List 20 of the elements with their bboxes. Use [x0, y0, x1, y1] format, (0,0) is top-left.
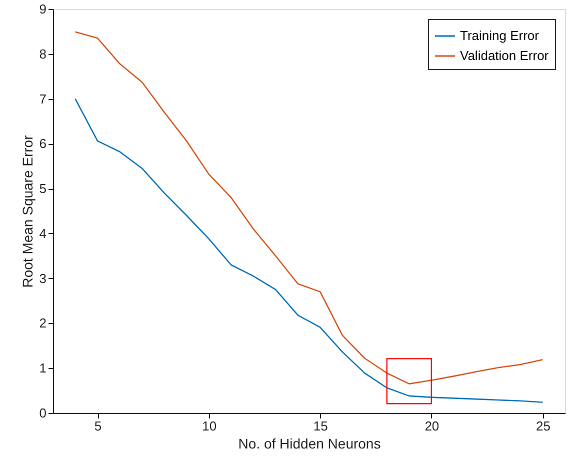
legend-label: Training Error — [460, 28, 540, 43]
y-tick-label: 1 — [39, 360, 46, 376]
line-series — [74, 98, 544, 403]
y-tick-label: 0 — [39, 406, 46, 420]
x-tick-label: 10 — [202, 418, 217, 434]
y-tick-label: 7 — [39, 91, 46, 106]
x-tick-label: 5 — [94, 418, 102, 434]
x-tick-label: 25 — [536, 418, 550, 434]
x-axis-title: No. of Hidden Neurons — [238, 436, 381, 452]
y-tick-label: 6 — [39, 136, 46, 152]
y-tick-label: 4 — [39, 226, 46, 241]
y-tick-label: 2 — [39, 316, 46, 331]
legend-label: Validation Error — [460, 48, 550, 63]
x-tick-label: 15 — [313, 418, 328, 434]
y-tick-label: 3 — [39, 270, 46, 286]
y-tick-label: 8 — [39, 46, 46, 62]
y-axis-title: Root Mean Square Error — [19, 134, 36, 288]
y-tick-label: 5 — [39, 181, 46, 196]
y-tick-label: 9 — [39, 2, 46, 16]
x-tick-label: 20 — [424, 418, 440, 434]
